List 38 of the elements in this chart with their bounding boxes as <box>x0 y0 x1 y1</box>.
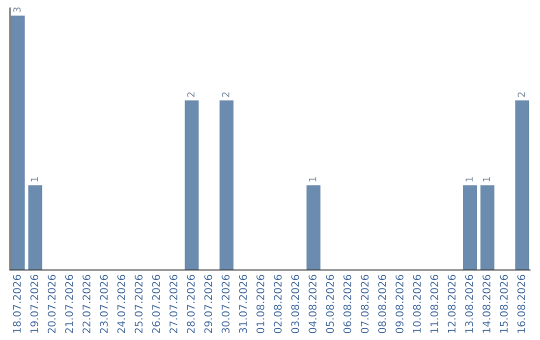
x-tick-label: 20.07.2026 <box>48 274 56 334</box>
data-label: 1 <box>30 177 38 182</box>
x-tick-label: 05.08.2026 <box>326 274 334 334</box>
x-tick-label: 16.08.2026 <box>517 274 526 333</box>
data-label: 1 <box>466 177 473 182</box>
x-tick-label: 13.08.2026 <box>465 274 474 333</box>
x-tick-label: 31.07.2026 <box>239 274 247 334</box>
x-tick-label: 27.07.2026 <box>169 274 178 334</box>
x-tick-label: 25.07.2026 <box>134 274 143 334</box>
x-tick-label: 26.07.2026 <box>152 274 160 334</box>
x-tick-label: 03.08.2026 <box>291 274 300 334</box>
x-tick-label: 14.08.2026 <box>482 274 490 333</box>
x-tick-label: 12.08.2026 <box>448 274 456 333</box>
x-tick-label: 07.08.2026 <box>360 274 369 334</box>
data-label: 2 <box>222 92 230 97</box>
x-tick-label: 11.08.2026 <box>430 274 438 333</box>
x-tick-label: 21.07.2026 <box>65 274 74 334</box>
x-tick-label: 04.08.2026 <box>308 274 316 334</box>
x-tick-label: 29.07.2026 <box>204 274 212 334</box>
x-tick-label: 09.08.2026 <box>396 274 404 334</box>
data-label: 1 <box>309 177 316 182</box>
x-tick-label: 22.07.2026 <box>82 274 90 334</box>
x-tick-label: 28.07.2026 <box>186 274 195 334</box>
x-tick-label: 01.08.2026 <box>256 274 264 334</box>
data-label: 3 <box>13 7 21 12</box>
data-label: 1 <box>482 177 490 182</box>
x-tick-label: 10.08.2026 <box>412 274 421 333</box>
x-tick-label: 19.07.2026 <box>30 274 38 333</box>
data-label: 2 <box>187 92 194 97</box>
x-tick-label: 24.07.2026 <box>117 274 126 334</box>
x-tick-label: 15.08.2026 <box>500 274 508 333</box>
x-tick-label: 18.07.2026 <box>12 274 21 333</box>
x-tick-label: 08.08.2026 <box>378 274 386 334</box>
x-tick-label: 02.08.2026 <box>274 274 282 334</box>
data-label: 2 <box>518 92 525 97</box>
x-tick-label: 23.07.2026 <box>100 274 108 334</box>
x-tick-label: 30.07.2026 <box>222 274 230 334</box>
x-tick-label: 06.08.2026 <box>343 274 352 334</box>
